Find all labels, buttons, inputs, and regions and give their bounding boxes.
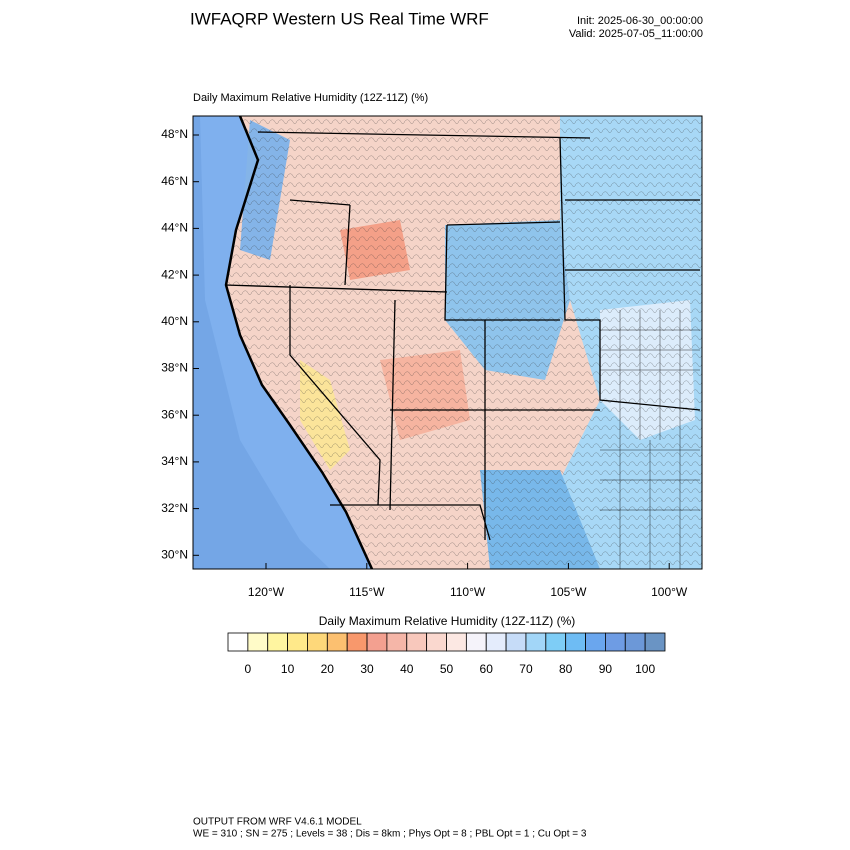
colorbar-box [287,632,308,652]
colorbar-box [505,632,527,652]
colorbar-label: 20 [321,662,335,676]
init-time: Init: 2025-06-30_00:00:00 [577,15,703,27]
colorbar-box [426,632,447,652]
colorbar: 0 10 20 30 40 50 60 70 80 90 100 [227,632,666,676]
lat-label: 34°N [161,454,188,468]
lat-label: 38°N [161,361,188,375]
lat-label: 30°N [161,547,188,561]
lon-label: 120°W [248,585,285,599]
colorbar-box [585,632,606,652]
colorbar-label: 50 [440,662,454,676]
colorbar-label: 40 [400,662,414,676]
valid-time: Valid: 2025-07-05_11:00:00 [569,28,703,40]
colorbar-box [525,632,547,652]
colorbar-label: 80 [559,662,573,676]
lon-label: 115°W [349,585,385,599]
colorbar-box [545,632,567,652]
colorbar-box [644,632,666,652]
colorbar-label: 90 [599,662,613,676]
colorbar-box [267,632,288,652]
colorbar-box [406,632,428,652]
lat-label: 40°N [161,314,188,328]
lon-label: 110°W [450,585,486,599]
footer-line: WE = 310 ; SN = 275 ; Levels = 38 ; Dis … [193,829,587,840]
footer-line: OUTPUT FROM WRF V4.6.1 MODEL [193,817,362,828]
lat-label: 48°N [161,127,188,141]
lat-label: 42°N [161,267,188,281]
colorbar-box [446,632,467,652]
map [193,116,702,569]
colorbar-label: 70 [519,662,533,676]
lat-label: 32°N [161,501,188,515]
colorbar-label: 0 [245,662,252,676]
colorbar-box [624,632,646,652]
lon-label: 100°W [651,585,688,599]
lat-axis: 48°N 46°N 44°N 42°N 40°N 38°N 36°N 34°N 32°N 30°N [161,127,199,561]
colorbar-box [307,632,328,652]
title: IWFAQRP Western US Real Time WRF [190,9,489,28]
colorbar-box [565,632,586,652]
colorbar-box [247,632,269,652]
colorbar-box [605,632,626,652]
colorbar-title: Daily Maximum Relative Humidity (12Z-11Z… [319,614,576,628]
colorbar-box [227,632,249,652]
colorbar-box [465,632,487,652]
colorbar-box [346,632,368,652]
colorbar-box [326,632,348,652]
colorbar-label: 100 [635,662,655,676]
lon-axis: 120°W 115°W 110°W 105°W 100°W [248,563,688,599]
colorbar-box [485,632,507,652]
map-subtitle: Daily Maximum Relative Humidity (12Z-11Z… [193,92,428,104]
lat-label: 46°N [161,174,188,188]
colorbar-box [366,632,388,652]
colorbar-label: 30 [360,662,374,676]
lon-label: 105°W [550,585,587,599]
colorbar-box [386,632,408,652]
lat-label: 36°N [161,407,188,421]
map-frame [192,115,703,570]
colorbar-label: 60 [480,662,494,676]
lat-label: 44°N [161,221,188,235]
colorbar-label: 10 [281,662,295,676]
